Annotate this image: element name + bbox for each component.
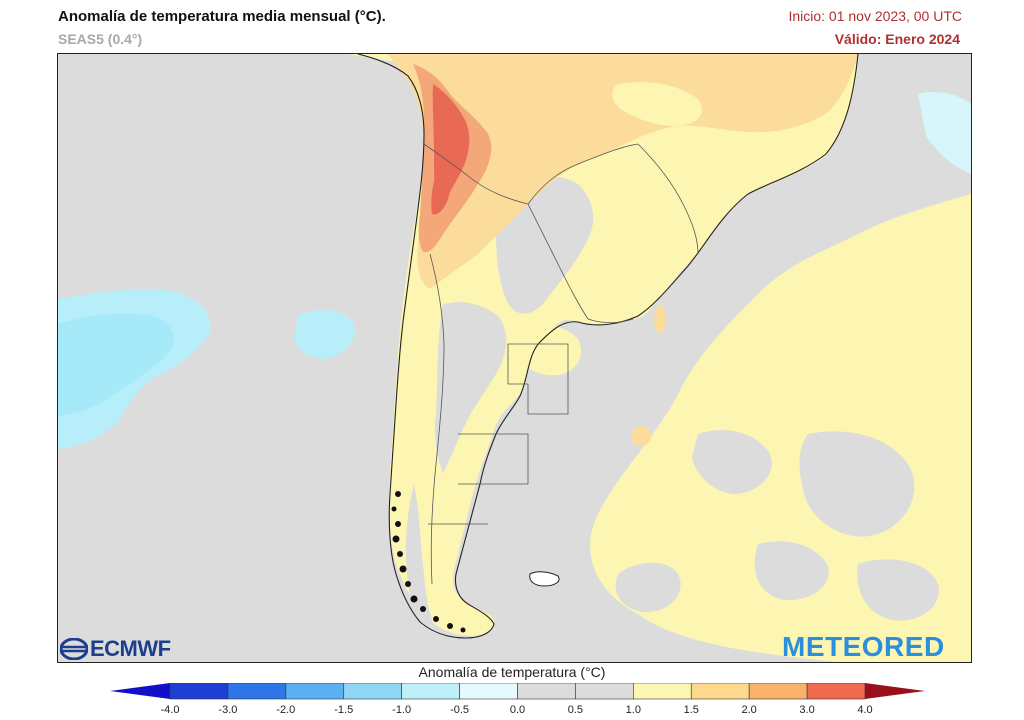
colorbar-segment <box>806 683 866 700</box>
colorbar <box>110 683 925 700</box>
chile-fjords <box>391 491 466 633</box>
ecmwf-logo-text: ECMWF <box>90 636 171 661</box>
neutral-pocket-2 <box>799 431 915 537</box>
colorbar-segment <box>575 683 634 700</box>
colorbar-tick-label: -2.0 <box>276 704 296 716</box>
valid-period: Válido: Enero 2024 <box>834 31 960 47</box>
colorbar-segment <box>748 683 808 700</box>
colorbar-arrow-left <box>110 683 170 699</box>
colorbar-segment <box>227 683 287 700</box>
colorbar-tick-label: 0.0 <box>509 704 526 716</box>
model-label: SEAS5 (0.4°) <box>58 31 143 47</box>
map-panel[interactable] <box>57 53 972 663</box>
map-title: Anomalía de temperatura media mensual (°… <box>58 8 386 25</box>
colorbar-tick-label: -1.0 <box>392 704 412 716</box>
cool-anomaly-pacific-2 <box>294 309 356 359</box>
colorbar-arrow-right <box>865 683 925 699</box>
warm-light-patch-1 <box>612 82 702 127</box>
colorbar-tick-label: 2.0 <box>741 704 757 716</box>
colorbar-tick-label: 3.0 <box>799 704 815 716</box>
neutral-pocket-5 <box>857 559 939 621</box>
colorbar-tick-label: -3.0 <box>218 704 238 716</box>
warm-light-patch-2 <box>708 133 800 179</box>
colorbar-tick-label: -0.5 <box>450 704 470 716</box>
colorbar-segment <box>343 683 402 700</box>
colorbar-segment <box>401 683 460 700</box>
colorbar-title: Anomalía de temperatura (°C) <box>418 664 606 680</box>
colorbar-segment <box>459 683 518 700</box>
coastlines <box>357 54 859 639</box>
warm-spot-ocean-2 <box>654 305 666 333</box>
init-time: Inicio: 01 nov 2023, 00 UTC <box>788 8 962 24</box>
colorbar-segment <box>517 683 576 700</box>
colorbar-segment <box>633 683 692 700</box>
warm-anomaly-atlantic <box>590 194 971 662</box>
colorbar-tick-label: 0.5 <box>567 704 584 716</box>
ecmwf-logo: ECMWF <box>60 636 171 662</box>
colorbar-tick-label: -4.0 <box>160 704 180 716</box>
country-borders <box>423 143 699 585</box>
cool-anomaly-east <box>918 92 971 174</box>
colorbar-segment <box>690 683 750 700</box>
colorbar-segment <box>169 683 229 700</box>
neutral-pocket-4 <box>754 541 829 601</box>
warm-medium-north <box>388 54 858 289</box>
neutral-interior-2 <box>434 302 507 474</box>
colorbar-tick-label: 4.0 <box>857 704 873 716</box>
ecmwf-logo-icon <box>60 638 88 660</box>
colorbar-tick-label: 1.5 <box>683 704 699 716</box>
warm-pocket-pampa <box>511 322 582 376</box>
cool-anomaly-pacific-core <box>58 313 174 416</box>
warm-spot-ocean <box>631 426 651 446</box>
neutral-pocket-3 <box>615 562 681 613</box>
neutral-pocket-1 <box>692 430 772 494</box>
colorbar-tick-label: -1.5 <box>334 704 354 716</box>
meteored-logo: METEORED <box>782 631 945 662</box>
falkland-islands <box>529 571 560 587</box>
colorbar-tick-label: 1.0 <box>625 704 641 716</box>
warm-hot-andes-2 <box>431 169 450 215</box>
anomaly-map <box>58 54 971 662</box>
colorbar-segment <box>285 683 345 700</box>
